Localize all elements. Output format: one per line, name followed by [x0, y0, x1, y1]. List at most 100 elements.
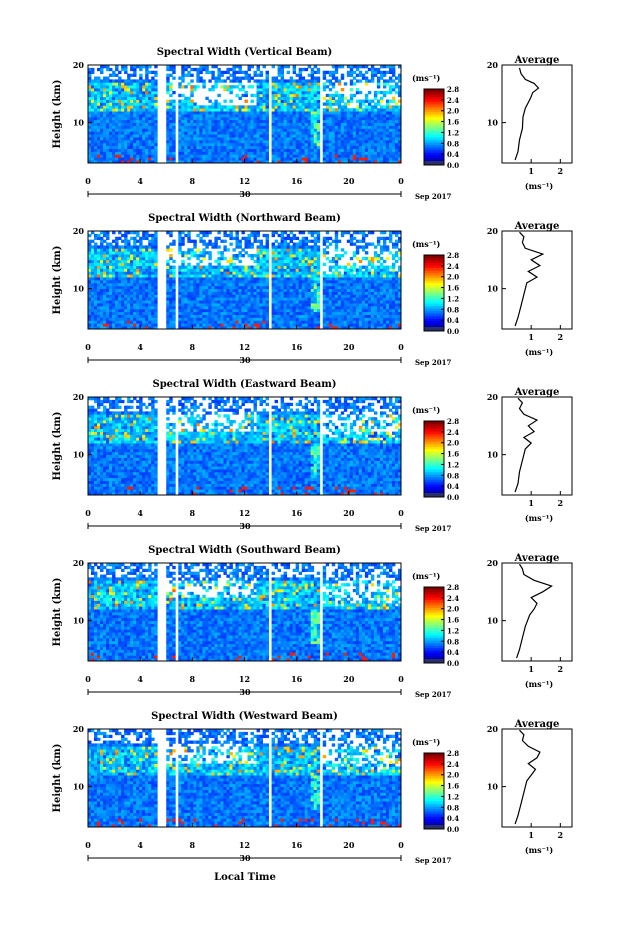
heatmap-cell: [259, 317, 263, 321]
heatmap-cell: [304, 128, 309, 132]
heatmap-cell: [208, 79, 212, 83]
heatmap-cell: [265, 76, 269, 80]
heatmap-cell: [298, 256, 303, 261]
heatmap-cell: [178, 245, 182, 249]
heatmap-cell: [280, 259, 285, 264]
heatmap-cell: [352, 70, 357, 75]
heatmap-cell: [391, 105, 396, 109]
heatmap-cell: [202, 116, 206, 121]
heatmap-cell: [208, 271, 212, 275]
heatmap-cell: [193, 102, 197, 106]
heatmap-cell: [298, 248, 303, 252]
heatmap-cell: [193, 271, 197, 275]
heatmap-cell: [301, 300, 306, 304]
heatmap-cell: [247, 291, 251, 295]
heatmap-cell: [289, 128, 294, 132]
heatmap-cell: [265, 145, 269, 149]
heatmap-cell: [229, 294, 233, 298]
heatmap-cell: [310, 160, 315, 164]
heatmap-cell: [190, 111, 194, 115]
heatmap-cell: [379, 128, 384, 132]
heatmap-cell: [346, 142, 351, 147]
colorbar-step: [424, 129, 444, 133]
heatmap-cell: [220, 271, 224, 275]
heatmap-cell: [109, 326, 113, 330]
heatmap-cell: [349, 125, 354, 129]
heatmap-cell: [220, 320, 224, 324]
heatmap-cell: [343, 160, 348, 164]
heatmap-cell: [118, 125, 122, 129]
heatmap-cell: [172, 239, 176, 243]
heatmap-cell: [178, 323, 182, 327]
heatmap-cell: [235, 297, 239, 301]
heatmap-cell: [280, 145, 285, 149]
heatmap-cell: [289, 122, 294, 126]
heatmap-cell: [280, 102, 285, 106]
heatmap-cell: [280, 128, 285, 132]
heatmap-cell: [169, 265, 173, 269]
heatmap-cell: [292, 262, 297, 266]
heatmap-cell: [235, 139, 239, 144]
heatmap-cell: [271, 242, 275, 246]
heatmap-cell: [340, 111, 345, 115]
heatmap-cell: [115, 291, 119, 295]
heatmap-cell: [211, 305, 215, 310]
heatmap-cell: [352, 119, 357, 124]
heatmap-cell: [142, 288, 146, 292]
heatmap-cell: [112, 231, 116, 235]
heatmap-cell: [394, 134, 399, 138]
heatmap-cell: [220, 119, 224, 124]
heatmap-cell: [115, 259, 119, 264]
heatmap-cell: [133, 105, 137, 109]
heatmap-cell: [280, 108, 285, 112]
heatmap-cell: [334, 108, 339, 112]
heatmap-cell: [229, 90, 233, 95]
heatmap-cell: [310, 320, 315, 324]
heatmap-cell: [184, 108, 188, 112]
heatmap-cell: [145, 314, 149, 318]
heatmap-cell: [376, 128, 381, 132]
heatmap-cell: [292, 271, 297, 275]
heatmap-cell: [307, 256, 312, 261]
heatmap-cell: [91, 291, 95, 295]
heatmap-cell: [100, 111, 104, 115]
heatmap-cell: [376, 160, 381, 164]
heatmap-cell: [190, 265, 194, 269]
heatmap-cell: [367, 111, 372, 115]
heatmap-cell: [379, 76, 384, 80]
heatmap-cell: [211, 271, 215, 275]
heatmap-cell: [298, 294, 303, 298]
heatmap-cell: [262, 65, 266, 69]
heatmap-cell: [391, 145, 396, 149]
heatmap-cell: [220, 239, 224, 243]
heatmap-cell: [286, 282, 291, 287]
heatmap-cell: [166, 105, 170, 109]
heatmap-cell: [145, 142, 149, 147]
heatmap-cell: [205, 142, 209, 147]
heatmap-cell: [112, 320, 116, 324]
heatmap-cell: [307, 131, 312, 135]
heatmap-cell: [364, 145, 369, 149]
heatmap-cell: [247, 157, 251, 161]
heatmap-cell: [247, 233, 251, 238]
heatmap-cell: [124, 111, 128, 115]
heatmap-cell: [172, 271, 176, 275]
heatmap-cell: [103, 108, 107, 112]
heatmap-cell: [235, 236, 239, 241]
heatmap-cell: [259, 154, 263, 158]
heatmap-cell: [118, 145, 122, 149]
heatmap-cell: [121, 248, 125, 252]
heatmap-cell: [322, 131, 327, 135]
heatmap-cell: [238, 271, 242, 275]
heatmap-cell: [253, 282, 257, 287]
heatmap-cell: [133, 65, 137, 69]
heatmap-cell: [241, 151, 245, 155]
heatmap-cell: [172, 317, 176, 321]
heatmap-cell: [154, 70, 158, 75]
heatmap-cell: [295, 300, 300, 304]
heatmap-cell: [130, 73, 134, 77]
heatmap-cell: [130, 157, 134, 161]
heatmap-cell: [313, 157, 318, 161]
heatmap-cell: [316, 105, 321, 109]
heatmap-cell: [295, 73, 300, 77]
